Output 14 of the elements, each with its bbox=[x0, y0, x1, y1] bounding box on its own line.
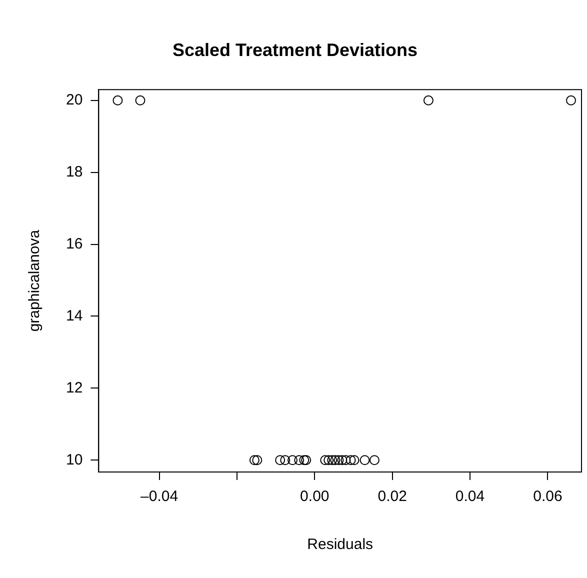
y-tick-label: 18 bbox=[66, 163, 83, 180]
y-axis-title: graphicalanova bbox=[26, 229, 44, 332]
x-tick-label: 0.02 bbox=[378, 488, 407, 506]
x-tick-label: –0.04 bbox=[140, 488, 178, 506]
y-tick-label: 12 bbox=[66, 379, 83, 396]
y-tick-label: 10 bbox=[66, 451, 83, 468]
y-tick-label: 16 bbox=[66, 235, 83, 252]
y-tick-label: 20 bbox=[66, 92, 83, 109]
x-axis-title: Residuals bbox=[307, 536, 374, 554]
x-tick-label: 0.06 bbox=[533, 488, 562, 506]
y-tick-label: 14 bbox=[66, 307, 83, 324]
chart-title: Scaled Treatment Deviations bbox=[172, 40, 418, 60]
x-tick-label: 0.04 bbox=[455, 488, 485, 506]
text: 0.00 bbox=[300, 488, 330, 506]
